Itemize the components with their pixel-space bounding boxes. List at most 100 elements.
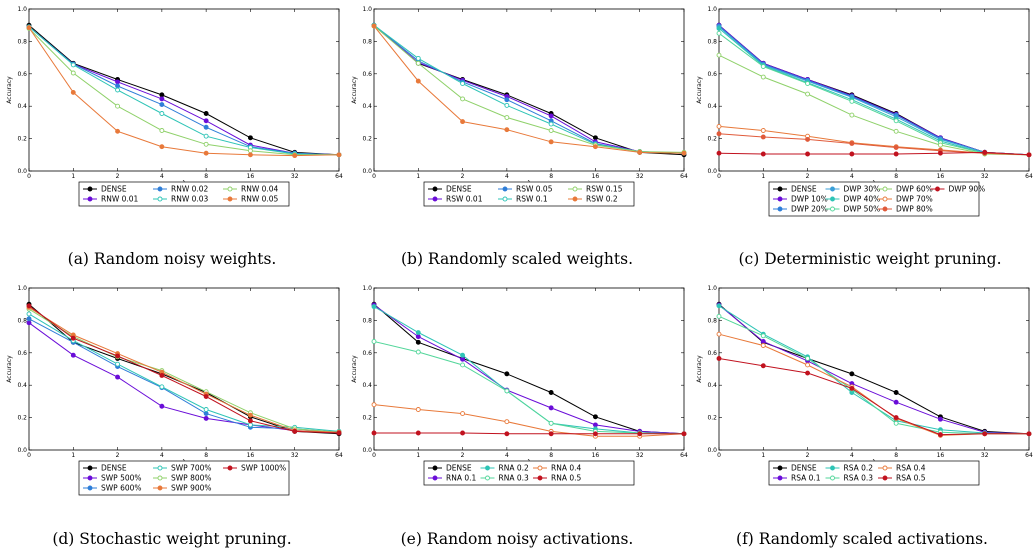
data-point	[592, 414, 598, 420]
legend-label: SWP 900%	[171, 484, 212, 493]
y-tick-label: 0.8	[707, 317, 717, 324]
legend-swatch-marker	[502, 196, 508, 202]
legend-entry: DENSE	[428, 464, 472, 473]
data-point	[371, 304, 377, 310]
series-line	[28, 318, 340, 433]
data-point	[292, 153, 298, 159]
x-tick-label: 1	[761, 452, 765, 459]
series-line	[373, 24, 685, 154]
data-point	[70, 335, 76, 341]
legend-swatch-marker	[935, 186, 940, 192]
legend-label: RNA 0.2	[499, 464, 529, 473]
legend-swatch-marker	[87, 186, 93, 192]
legend-box	[768, 460, 980, 486]
x-tick-label: 16	[247, 452, 255, 459]
legend-swatch-marker	[830, 206, 835, 212]
series-2	[371, 304, 687, 437]
data-point	[982, 431, 988, 437]
plot-frame	[718, 8, 1030, 172]
data-point	[115, 128, 121, 134]
legend-entry: DWP 40%	[825, 195, 880, 204]
legend-box	[78, 460, 290, 496]
data-point	[893, 128, 899, 134]
data-point	[70, 89, 76, 95]
legend-entry: RNW 0.02	[153, 185, 209, 194]
y-tick-label: 0.2	[707, 136, 717, 143]
legend-entry: DWP 60%	[878, 185, 933, 194]
x-tick-label: 1	[416, 452, 420, 459]
y-tick-label: 0.8	[17, 38, 27, 45]
data-point	[247, 135, 253, 141]
series-line	[718, 151, 1030, 156]
legend-label: DWP 80%	[896, 205, 933, 214]
x-tick-label: 0	[27, 452, 31, 459]
legend-box	[768, 181, 980, 217]
legend-entry: DWP 80%	[878, 205, 933, 214]
y-tick-label: 0.4	[707, 103, 717, 110]
legend-entry: DWP 30%	[825, 185, 880, 194]
legend-swatch-marker	[777, 186, 783, 192]
legend-label: DWP 20%	[791, 205, 828, 214]
legend-swatch-marker	[777, 465, 783, 471]
caption-c: (c) Deterministic weight pruning.	[738, 250, 1002, 268]
chart-panel-c: 0.00.20.40.60.81.001248163264λAccuracyDE…	[690, 0, 1034, 279]
data-point	[415, 330, 421, 335]
legend-swatch-marker	[227, 465, 233, 471]
data-point	[203, 150, 209, 156]
data-point	[849, 151, 855, 157]
y-tick-label: 1.0	[17, 285, 27, 292]
y-tick-label: 1.0	[707, 6, 717, 13]
data-point	[336, 430, 342, 436]
data-point	[805, 151, 811, 157]
data-point	[70, 352, 76, 358]
chart-panel-e: 0.00.20.40.60.81.001248163264λAccuracyDE…	[345, 279, 689, 558]
series-2	[716, 303, 1032, 437]
data-point	[371, 339, 377, 344]
series-0	[716, 301, 1032, 437]
series-line	[28, 305, 340, 434]
data-point	[849, 141, 855, 146]
chart-panel-f: 0.00.20.40.60.81.001248163264λAccuracyDE…	[690, 279, 1034, 558]
legend-label: SWP 800%	[171, 474, 212, 483]
y-tick-label: 0.2	[362, 136, 372, 143]
plot-frame	[718, 287, 1030, 451]
series-0	[371, 22, 687, 158]
series-line	[718, 24, 1030, 156]
data-point	[504, 97, 510, 103]
data-point	[415, 55, 421, 61]
legend-label: DENSE	[101, 464, 127, 473]
data-point	[548, 420, 554, 426]
legend-label: DENSE	[101, 185, 127, 194]
data-point	[1026, 152, 1032, 158]
data-point	[548, 139, 554, 145]
x-tick-label: 2	[806, 452, 810, 459]
y-tick-label: 1.0	[17, 6, 27, 13]
series-line	[28, 27, 340, 157]
data-point	[681, 150, 687, 156]
legend-swatch-marker	[502, 186, 508, 192]
data-point	[247, 152, 253, 158]
x-tick-label: 8	[204, 173, 208, 180]
data-point	[203, 111, 209, 116]
data-point	[26, 303, 32, 309]
legend-swatch-marker	[882, 186, 888, 192]
data-point	[115, 361, 121, 367]
data-point	[893, 420, 899, 426]
y-tick-label: 0.4	[17, 103, 27, 110]
caption-f: (f) Randomly scaled activations.	[736, 530, 988, 548]
series-line	[718, 28, 1030, 156]
legend-box	[78, 181, 290, 207]
data-point	[159, 128, 165, 133]
y-tick-label: 0.6	[707, 71, 717, 78]
data-point	[203, 133, 209, 139]
series-5	[26, 25, 342, 159]
y-tick-label: 1.0	[362, 285, 372, 292]
legend-swatch-marker	[830, 186, 835, 192]
series-0	[371, 301, 687, 437]
data-point	[26, 316, 32, 322]
legend-swatch-marker	[87, 196, 93, 202]
series-line	[373, 404, 685, 437]
legend-entry: SWP 1000%	[223, 464, 286, 473]
legend-swatch-marker	[227, 186, 233, 192]
data-point	[849, 112, 855, 118]
